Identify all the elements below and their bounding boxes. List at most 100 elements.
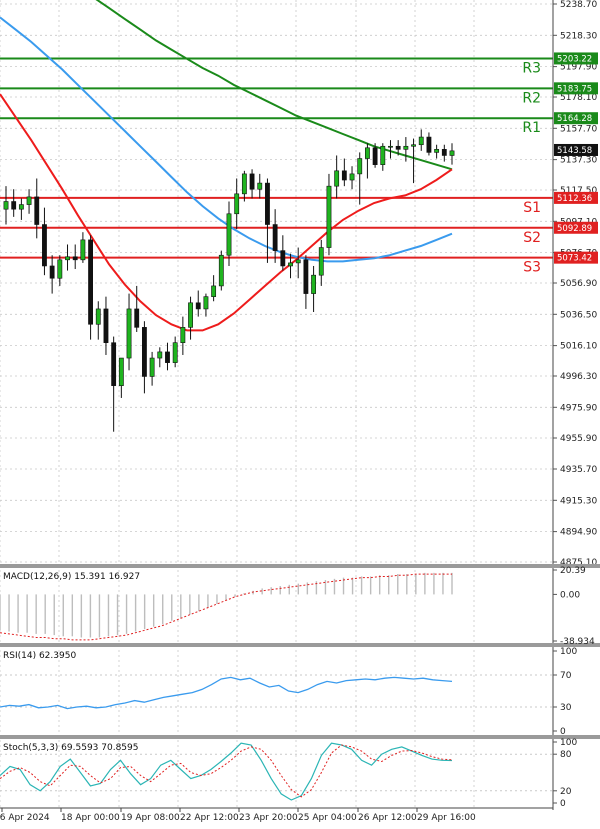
level-price-tag: 5183.75: [557, 84, 592, 94]
bullish-candle-body: [334, 170, 340, 187]
bearish-candle-body: [42, 224, 47, 267]
bearish-candle-body: [426, 136, 432, 153]
bullish-candle-body: [57, 259, 63, 279]
price-tick-label: 5036.50: [560, 310, 597, 320]
level-price-tag-box: [554, 82, 598, 95]
bearish-candle-body: [280, 250, 286, 267]
bullish-candle-body: [157, 351, 163, 359]
price-tick-label: 4915.30: [560, 496, 597, 506]
macd-tick-label: 20.39: [560, 566, 586, 576]
rsi-tick-label: 70: [560, 671, 572, 681]
moving-average-green-line: [95, 0, 453, 171]
price-tick-label: 5218.30: [560, 31, 597, 41]
bullish-candle-body: [218, 254, 224, 287]
time-tick-label: 18 Apr 00:00: [61, 813, 120, 823]
rsi-label: RSI(14) 62.3950: [3, 651, 76, 661]
level-price-tag: 5164.28: [557, 114, 592, 124]
bullish-candle-body: [149, 357, 155, 377]
bearish-candle-body: [441, 149, 447, 156]
bullish-candle-body: [80, 239, 86, 261]
macd-tick-label: -38.934: [560, 637, 595, 647]
rsi-line: [0, 676, 453, 710]
bullish-candle-body: [172, 342, 178, 363]
rsi-tick-label: 30: [560, 703, 572, 713]
price-tick-label: 4875.10: [560, 558, 597, 568]
bullish-candle-body: [434, 149, 440, 153]
macd-label: MACD(12,26,9) 15.391 16.927: [3, 572, 140, 582]
bullish-candle-body: [326, 185, 332, 248]
support-resistance-layer: R3 R2 R1 S1 S2 S3: [0, 57, 553, 276]
time-tick-label: 25 Apr 04:00: [298, 813, 357, 823]
stoch-tick-label: 0: [560, 799, 566, 809]
moving-averages-layer: [0, 0, 453, 332]
bearish-candle-body: [395, 145, 401, 150]
bullish-candle-body: [349, 173, 355, 181]
stoch-tick-label: 20: [560, 787, 572, 797]
time-tick-label: 22 Apr 12:00: [180, 813, 239, 823]
bearish-candle-body: [103, 308, 109, 343]
level-name-r3: R3: [522, 60, 541, 76]
time-tick-label: 16 Apr 2024: [0, 813, 50, 823]
bearish-candle-body: [249, 173, 255, 190]
bullish-candle-body: [364, 147, 370, 159]
bullish-candle-body: [318, 247, 324, 276]
price-tick-label: 4975.90: [560, 403, 597, 413]
price-tick-label: 5117.50: [560, 186, 597, 196]
level-price-tag-box: [554, 112, 598, 125]
bullish-candle-body: [95, 308, 101, 325]
bearish-candle-body: [111, 342, 117, 386]
bullish-candle-body: [203, 296, 209, 310]
bullish-candle-body: [241, 173, 247, 195]
panel-separator: [0, 564, 600, 568]
price-tick-label: 4894.90: [560, 528, 597, 538]
stoch-label: Stoch(5,3,3) 69.5593 70.8595: [3, 743, 138, 753]
bearish-candle-body: [11, 201, 17, 210]
bullish-candle-body: [288, 262, 293, 267]
level-price-tag: 5092.89: [557, 224, 592, 234]
bearish-candle-body: [134, 308, 140, 328]
bullish-candle-body: [65, 256, 70, 261]
grid-layer: [0, 0, 553, 810]
bullish-candle-body: [311, 274, 317, 294]
level-price-tag: 5073.42: [557, 254, 592, 264]
macd-tick-label: 0.00: [560, 590, 580, 600]
bullish-candle-body: [118, 357, 124, 386]
bullish-candle-body: [449, 150, 455, 156]
time-tick-label: 23 Apr 20:00: [239, 813, 298, 823]
stoch-d-line: [0, 744, 453, 798]
moving-average-blue-line: [0, 16, 453, 263]
bearish-candle-body: [265, 182, 270, 225]
level-price-tag: 5203.22: [557, 54, 592, 64]
bullish-candle-body: [357, 158, 363, 175]
bullish-candle-body: [411, 144, 416, 147]
bullish-candle-body: [403, 145, 409, 150]
level-name-s3: S3: [523, 260, 541, 276]
bullish-candle-body: [295, 259, 301, 264]
bullish-candle-body: [180, 327, 186, 343]
bearish-candle-body: [372, 147, 378, 165]
price-tick-label: 5197.90: [560, 63, 597, 73]
level-price-tag-box: [554, 251, 598, 264]
bullish-candle-body: [388, 145, 393, 148]
macd-signal-line: [0, 573, 452, 641]
price-tick-label: 5178.10: [560, 93, 597, 103]
price-tick-label: 5157.70: [560, 124, 597, 134]
level-name-r1: R1: [522, 120, 541, 136]
stoch-tick-label: 100: [560, 738, 577, 748]
bearish-candle-body: [195, 302, 201, 310]
level-price-tag-box: [554, 221, 598, 234]
bullish-candle-body: [18, 204, 24, 210]
indicator-panels-layer: MACD(12,26,9) 15.391 16.927 20.39 0.00 -38.…: [0, 564, 600, 809]
price-tick-label: 4996.30: [560, 372, 597, 382]
price-tick-label: 5016.10: [560, 342, 597, 352]
moving-average-red-line: [0, 93, 453, 332]
bearish-candle-body: [141, 327, 147, 377]
stoch-tick-label: 80: [560, 750, 572, 760]
bearish-candle-body: [272, 224, 278, 251]
bearish-candle-body: [303, 259, 309, 294]
bearish-candle-body: [34, 196, 40, 225]
bullish-candle-body: [211, 285, 217, 297]
level-price-tag-box: [554, 52, 598, 65]
